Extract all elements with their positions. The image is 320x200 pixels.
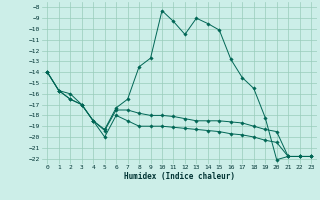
X-axis label: Humidex (Indice chaleur): Humidex (Indice chaleur): [124, 172, 235, 181]
